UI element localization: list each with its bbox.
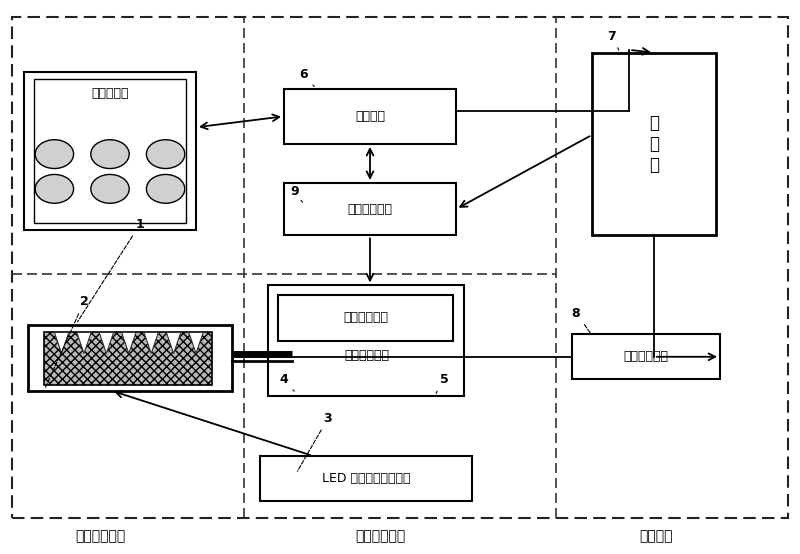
Text: 8: 8 [572,306,590,333]
Polygon shape [99,332,114,353]
Text: 6: 6 [300,68,314,86]
Text: 3: 3 [298,412,332,471]
Bar [268,285,464,396]
Text: 1: 1 [78,218,144,322]
Ellipse shape [91,175,130,203]
Text: 计
算
机: 计 算 机 [649,114,659,174]
Text: LED 均匀透射光源模块: LED 均匀透射光源模块 [322,472,410,485]
Polygon shape [144,332,158,353]
Polygon shape [77,332,91,353]
Ellipse shape [35,140,74,168]
Text: 光电转换模块: 光电转换模块 [343,311,388,325]
Text: 9: 9 [290,184,302,202]
Polygon shape [54,332,69,353]
Text: 4: 4 [280,373,294,391]
Ellipse shape [35,175,74,203]
Ellipse shape [146,140,185,168]
Text: 托架驱动模块: 托架驱动模块 [623,350,669,363]
Text: 数据传输模块: 数据传输模块 [347,203,393,216]
Bar [44,332,212,385]
Text: 显示与键盘: 显示与键盘 [91,86,129,100]
Bar [592,53,716,235]
Text: 5: 5 [436,373,448,393]
Bar [260,456,472,501]
Bar [28,325,232,391]
Text: 样品放置模块: 样品放置模块 [75,529,125,543]
Text: 7: 7 [608,29,618,50]
Bar [24,72,196,230]
Bar [34,79,186,223]
Bar [284,183,456,235]
Ellipse shape [146,175,185,203]
Polygon shape [166,332,181,353]
Bar [278,295,453,341]
Bar [572,334,720,379]
Text: 2: 2 [45,295,88,388]
Text: 图像采集模块: 图像采集模块 [355,529,405,543]
Text: 光学成像模块: 光学成像模块 [344,349,389,362]
Bar [284,89,456,144]
Text: 控制模块: 控制模块 [639,529,673,543]
Polygon shape [189,332,203,353]
Polygon shape [122,332,136,353]
Ellipse shape [91,140,130,168]
Text: 主控模块: 主控模块 [355,110,385,123]
